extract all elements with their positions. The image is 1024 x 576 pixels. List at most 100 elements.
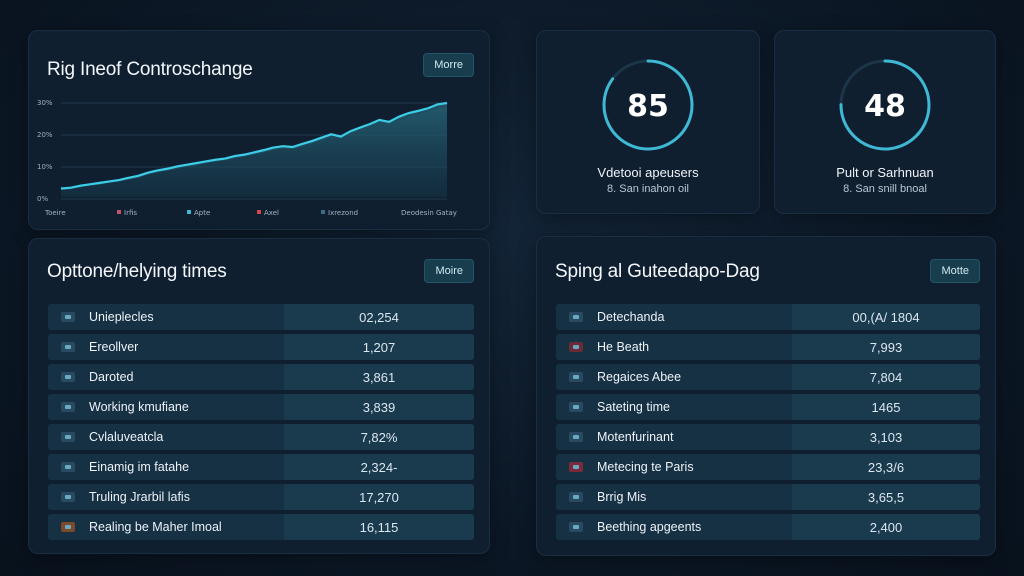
- row-label: Unieplecles: [89, 310, 154, 324]
- table-row[interactable]: Cvlaluveatcla 7,82%: [48, 424, 474, 450]
- row-label: He Beath: [597, 340, 650, 354]
- table-row[interactable]: Regaices Abee 7,804: [556, 364, 980, 390]
- gauge-2-label: Pult or Sarhnuan: [836, 165, 934, 180]
- row-value: 1,207: [284, 334, 474, 360]
- row-label: Einamig im fatahe: [89, 460, 190, 474]
- row-icon: [569, 372, 583, 382]
- row-value: 02,254: [284, 304, 474, 330]
- table-row[interactable]: Working kmufiane 3,839: [48, 394, 474, 420]
- row-value: 7,82%: [284, 424, 474, 450]
- series-line-1: [60, 101, 448, 190]
- legend-label: Axel: [264, 209, 279, 217]
- table-row[interactable]: Einamig im fatahe 2,324-: [48, 454, 474, 480]
- legend-label: Apte: [194, 209, 210, 217]
- table-row[interactable]: Daroted 3,861: [48, 364, 474, 390]
- legend-label: Deodesin Gatay: [401, 209, 457, 217]
- row-value: 16,115: [284, 514, 474, 540]
- gauge-1-sublabel: 8. San inahon oil: [607, 183, 689, 195]
- row-icon: [569, 492, 583, 502]
- row-value: 3,65,5: [792, 484, 980, 510]
- table-row[interactable]: Truling Jrarbil lafis 17,270: [48, 484, 474, 510]
- table-panel-2: Sping al Guteedapo-Dag Motte Detechanda 0…: [536, 236, 996, 556]
- row-icon: [569, 522, 583, 532]
- row-value: 2,324-: [284, 454, 474, 480]
- legend-swatch: [321, 210, 325, 214]
- row-icon: [61, 312, 75, 322]
- row-label: Cvlaluveatcla: [89, 430, 164, 444]
- row-label: Truling Jrarbil lafis: [89, 490, 190, 504]
- table-row[interactable]: Realing be Maher Imoal 16,115: [48, 514, 474, 540]
- table-1-title: Opttone/helying times: [47, 261, 227, 282]
- row-value: 23,3/6: [792, 454, 980, 480]
- table-2-title: Sping al Guteedapo-Dag: [555, 261, 760, 282]
- table-row[interactable]: Brrig Mis 3,65,5: [556, 484, 980, 510]
- table-row[interactable]: Ereollver 1,207: [48, 334, 474, 360]
- line-chart: 30% 20% 10% 0% Toeire Irfis Apte Axel Ixrezond De…: [37, 99, 457, 217]
- legend-label: Toeire: [44, 209, 66, 217]
- chart-more-button[interactable]: Morre: [423, 53, 474, 77]
- row-icon: [569, 432, 583, 442]
- row-value: 17,270: [284, 484, 474, 510]
- table-1-more-button[interactable]: Moire: [424, 259, 474, 283]
- y-tick-label: 0%: [37, 195, 48, 203]
- legend-label: Ixrezond: [328, 209, 358, 217]
- row-value: 3,839: [284, 394, 474, 420]
- row-label: Metecing te Paris: [597, 460, 694, 474]
- table-panel-1: Opttone/helying times Moire Unieplecles 0…: [28, 238, 490, 554]
- y-tick-label: 10%: [37, 163, 53, 171]
- gauge-2: 48: [839, 59, 931, 151]
- gauge-card-1: 85 Vdetooi apeusers 8. San inahon oil: [536, 30, 760, 214]
- legend-swatch: [117, 210, 121, 214]
- table-row[interactable]: Beething apgeents 2,400: [556, 514, 980, 540]
- row-icon: [61, 432, 75, 442]
- legend-swatch: [187, 210, 191, 214]
- chart-panel: Rig Ineof Controschange Morre 30% 20% 10% 0…: [28, 30, 490, 230]
- row-label: Brrig Mis: [597, 490, 647, 504]
- row-label: Motenfurinant: [597, 430, 674, 444]
- table-row[interactable]: Metecing te Paris 23,3/6: [556, 454, 980, 480]
- table-row[interactable]: Detechanda 00,(A/ 1804: [556, 304, 980, 330]
- table-row[interactable]: Motenfurinant 3,103: [556, 424, 980, 450]
- gauge-2-value: 48: [864, 89, 906, 124]
- row-value: 3,861: [284, 364, 474, 390]
- row-icon: [569, 462, 583, 472]
- gauge-card-2: 48 Pult or Sarhnuan 8. San snill bnoal: [774, 30, 996, 214]
- row-label: Detechanda: [597, 310, 665, 324]
- row-value: 00,(A/ 1804: [792, 304, 980, 330]
- table-row[interactable]: Sateting time 1465: [556, 394, 980, 420]
- legend-swatch: [257, 210, 261, 214]
- row-icon: [61, 462, 75, 472]
- gauge-1: 85: [602, 59, 694, 151]
- table-row[interactable]: He Beath 7,993: [556, 334, 980, 360]
- row-label: Beething apgeents: [597, 520, 702, 534]
- gauge-1-label: Vdetooi apeusers: [597, 165, 699, 180]
- table-1: Unieplecles 02,254 Ereollver 1,207 Daroted 3,…: [48, 304, 474, 544]
- chart-area: [61, 102, 447, 197]
- gauge-2-arc: [839, 59, 931, 151]
- gauge-1-value: 85: [627, 89, 669, 124]
- legend-label: Irfis: [124, 209, 137, 217]
- gauge-1-arc: [602, 59, 694, 151]
- row-icon: [61, 402, 75, 412]
- table-2-more-button[interactable]: Motte: [930, 259, 980, 283]
- row-label: Ereollver: [89, 340, 139, 354]
- row-value: 7,804: [792, 364, 980, 390]
- row-value: 1465: [792, 394, 980, 420]
- row-icon: [569, 312, 583, 322]
- row-label: Sateting time: [597, 400, 670, 414]
- row-label: Working kmufiane: [89, 400, 189, 414]
- row-icon: [61, 522, 75, 532]
- row-icon: [61, 342, 75, 352]
- row-value: 3,103: [792, 424, 980, 450]
- y-tick-label: 30%: [37, 99, 53, 107]
- row-label: Daroted: [89, 370, 134, 384]
- row-value: 7,993: [792, 334, 980, 360]
- y-tick-label: 20%: [37, 131, 53, 139]
- row-value: 2,400: [792, 514, 980, 540]
- table-2: Detechanda 00,(A/ 1804 He Beath 7,993 Regaic…: [556, 304, 980, 544]
- table-row[interactable]: Unieplecles 02,254: [48, 304, 474, 330]
- row-icon: [61, 492, 75, 502]
- row-icon: [61, 372, 75, 382]
- row-icon: [569, 402, 583, 412]
- row-label: Realing be Maher Imoal: [89, 520, 222, 534]
